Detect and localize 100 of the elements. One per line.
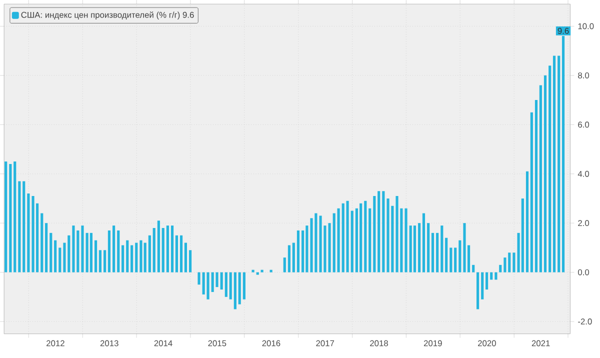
bar bbox=[72, 226, 75, 272]
bar bbox=[328, 223, 331, 272]
y-tick-label: 0.0 bbox=[578, 270, 590, 276]
bar bbox=[152, 228, 156, 272]
bar bbox=[463, 223, 466, 272]
bar bbox=[112, 226, 116, 272]
bar bbox=[360, 204, 362, 272]
bar bbox=[544, 76, 547, 272]
bar bbox=[135, 242, 138, 272]
y-tick-label: 8.0 bbox=[578, 72, 590, 79]
bar bbox=[386, 198, 390, 272]
bar bbox=[409, 226, 412, 272]
x-tick-label: 2016 bbox=[262, 340, 280, 346]
bar bbox=[122, 245, 124, 272]
bar bbox=[14, 162, 16, 272]
bar bbox=[292, 242, 295, 272]
bar bbox=[404, 208, 408, 272]
bar bbox=[50, 233, 52, 272]
bar bbox=[476, 272, 480, 310]
bar bbox=[521, 198, 524, 272]
bar bbox=[18, 181, 21, 272]
bar bbox=[81, 226, 84, 272]
bar bbox=[108, 230, 111, 272]
bar bbox=[140, 240, 142, 272]
bar bbox=[224, 272, 228, 298]
bar bbox=[418, 223, 421, 272]
bar bbox=[499, 265, 502, 272]
bar bbox=[256, 272, 259, 275]
bar bbox=[458, 240, 462, 272]
data-label: 9.6 bbox=[558, 28, 569, 34]
bar bbox=[337, 208, 340, 272]
bar bbox=[86, 233, 88, 272]
bar bbox=[188, 250, 192, 272]
bar bbox=[9, 164, 12, 272]
bar bbox=[130, 245, 134, 272]
bar bbox=[175, 236, 178, 272]
y-tick-label: 4.0 bbox=[578, 171, 590, 178]
x-tick-label: 2015 bbox=[208, 340, 226, 346]
bar bbox=[90, 233, 92, 272]
bar bbox=[238, 272, 241, 304]
bar bbox=[378, 191, 380, 272]
bar bbox=[490, 272, 493, 280]
bar bbox=[22, 181, 26, 272]
bar bbox=[396, 196, 398, 272]
bar bbox=[296, 230, 300, 272]
bar bbox=[184, 242, 187, 272]
bar bbox=[27, 194, 30, 272]
x-tick-label: 2013 bbox=[100, 340, 118, 346]
bar bbox=[364, 201, 367, 272]
bar bbox=[552, 56, 556, 272]
y-tick-label: -2.0 bbox=[578, 318, 592, 325]
bar bbox=[558, 56, 560, 272]
bar bbox=[382, 191, 385, 272]
bar bbox=[319, 216, 322, 272]
bar bbox=[32, 196, 34, 272]
bar bbox=[494, 272, 498, 280]
bar bbox=[368, 208, 372, 272]
bar bbox=[157, 220, 160, 272]
bar bbox=[229, 272, 232, 300]
bar bbox=[504, 258, 506, 272]
y-tick-label: 2.0 bbox=[578, 220, 590, 226]
legend-label: США: индекс цен производителей (% г/г) 9.6 bbox=[21, 12, 194, 20]
bar bbox=[103, 250, 106, 272]
x-tick-label: 2018 bbox=[370, 340, 388, 346]
bar bbox=[220, 272, 223, 290]
bar bbox=[306, 226, 308, 272]
bar bbox=[427, 223, 430, 272]
bar bbox=[54, 240, 57, 272]
bar bbox=[512, 252, 516, 272]
bar bbox=[440, 226, 444, 272]
bar bbox=[98, 250, 102, 272]
bar bbox=[413, 226, 416, 272]
bar bbox=[126, 240, 129, 272]
bar bbox=[526, 172, 529, 272]
bar bbox=[534, 100, 538, 272]
x-tick-label: 2020 bbox=[478, 340, 496, 346]
bar bbox=[548, 66, 552, 272]
bar bbox=[162, 228, 164, 272]
bar bbox=[117, 230, 120, 272]
bar bbox=[170, 226, 174, 272]
bar bbox=[530, 112, 533, 272]
bar bbox=[436, 233, 439, 272]
bar bbox=[346, 201, 349, 272]
bar bbox=[454, 248, 457, 272]
bar bbox=[148, 236, 151, 272]
bar bbox=[508, 252, 511, 272]
x-tick-label: 2019 bbox=[424, 340, 442, 346]
bar bbox=[539, 85, 542, 272]
bar bbox=[350, 210, 354, 272]
bar bbox=[144, 242, 146, 272]
x-tick-label: 2012 bbox=[46, 340, 64, 346]
bar bbox=[198, 272, 200, 285]
bar bbox=[486, 272, 488, 290]
bar bbox=[373, 196, 376, 272]
y-tick-label: 6.0 bbox=[578, 122, 590, 128]
x-tick-label: 2017 bbox=[316, 340, 334, 346]
bar bbox=[472, 265, 475, 272]
bar bbox=[288, 245, 291, 272]
bar bbox=[234, 272, 236, 310]
bar bbox=[431, 233, 434, 272]
